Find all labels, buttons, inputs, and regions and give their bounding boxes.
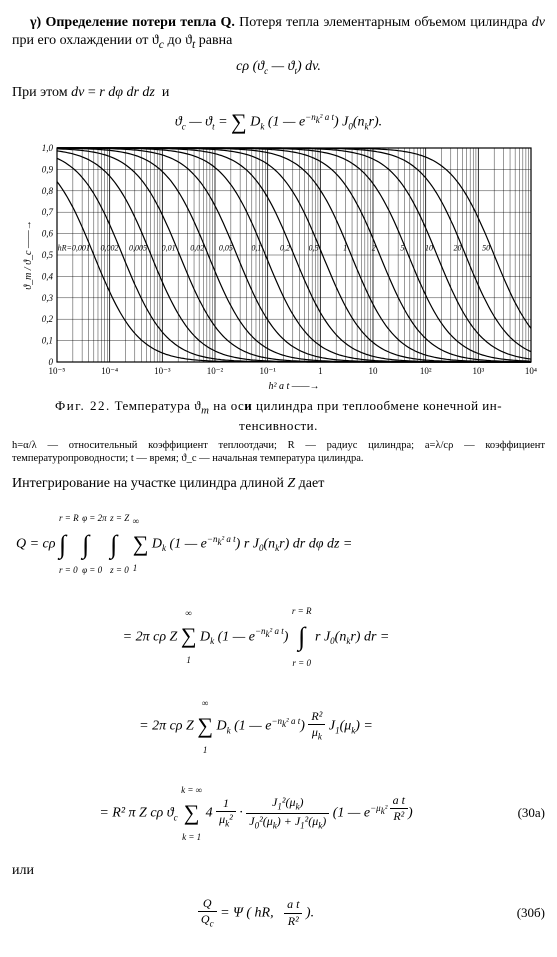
svg-text:h² a t ——→: h² a t ——→ xyxy=(268,381,319,392)
svg-text:10³: 10³ xyxy=(472,366,484,376)
eqnum-30a: (30а) xyxy=(500,805,545,822)
svg-text:1: 1 xyxy=(318,366,323,376)
svg-text:0,3: 0,3 xyxy=(41,293,53,303)
svg-text:hR=0,001: hR=0,001 xyxy=(57,244,89,253)
equation-1: cρ (ϑc — ϑt) dv. xyxy=(12,58,545,77)
eqnum-30b: (30б) xyxy=(500,905,545,922)
svg-text:10⁻¹: 10⁻¹ xyxy=(259,366,276,376)
section-heading-para: γ) Определение потери тепла Q. Потеря те… xyxy=(12,14,545,52)
svg-text:0,1: 0,1 xyxy=(251,244,261,253)
equation-Q-line1: Q = cρ r = R ∫ r = 0 φ = 2π ∫ φ = 0 z = … xyxy=(12,503,545,585)
equation-Q-line2: = 2π cρ Z ∞∑1 Dk (1 — e−nk² a t) r = R∫r… xyxy=(12,596,545,678)
svg-text:10: 10 xyxy=(368,366,378,376)
svg-text:20: 20 xyxy=(453,244,461,253)
svg-text:0,02: 0,02 xyxy=(190,244,204,253)
svg-text:0,1: 0,1 xyxy=(41,336,52,346)
svg-text:ϑ_m / ϑ_c ——→: ϑ_m / ϑ_c ——→ xyxy=(23,221,34,291)
svg-text:10⁻³: 10⁻³ xyxy=(154,366,171,376)
svg-text:10⁴: 10⁴ xyxy=(524,366,536,376)
svg-text:0,5: 0,5 xyxy=(308,244,318,253)
svg-text:0,7: 0,7 xyxy=(41,208,53,218)
svg-text:50: 50 xyxy=(482,244,490,253)
svg-text:0,9: 0,9 xyxy=(41,165,53,175)
svg-text:1,0: 1,0 xyxy=(41,143,53,153)
section-text-2: При этом dv = r dφ dr dz и xyxy=(12,84,545,102)
section-heading: Определение потери тепла Q. xyxy=(45,15,234,30)
svg-text:10²: 10² xyxy=(419,366,431,376)
svg-text:10⁻⁵: 10⁻⁵ xyxy=(48,366,65,376)
figure-number: Фиг. 22. xyxy=(55,398,111,413)
equation-Q-line3: = 2π cρ Z ∞∑1 Dk (1 — e−nk² a t) R²μk J1… xyxy=(12,688,545,765)
integration-text: Интегрирование на участке цилиндра длино… xyxy=(12,475,545,493)
svg-text:0,6: 0,6 xyxy=(41,229,53,239)
section-marker: γ) xyxy=(30,15,41,30)
svg-text:10⁻²: 10⁻² xyxy=(206,366,223,376)
svg-text:0,05: 0,05 xyxy=(218,244,232,253)
svg-text:0,005: 0,005 xyxy=(129,244,147,253)
figure-fine-print: h=α/λ — относительный коэффициент теплоо… xyxy=(12,439,545,465)
or-text: или xyxy=(12,862,545,880)
figure-caption: Фиг. 22. Температура ϑm на оси цилиндра … xyxy=(12,398,545,435)
svg-text:0,01: 0,01 xyxy=(161,244,175,253)
equation-2: ϑc — ϑt = ∑ Dk (1 — e−nk² a t) J0(nkr). xyxy=(12,108,545,137)
svg-text:0,2: 0,2 xyxy=(280,244,290,253)
svg-text:0,002: 0,002 xyxy=(100,244,118,253)
svg-text:1: 1 xyxy=(343,244,347,253)
svg-text:10: 10 xyxy=(424,244,432,253)
svg-text:0,2: 0,2 xyxy=(41,315,53,325)
svg-text:2: 2 xyxy=(371,244,375,253)
svg-text:0,4: 0,4 xyxy=(41,272,53,282)
equation-30b: QQc = Ψ ( hR, a tR² ). (30б) xyxy=(12,890,545,937)
svg-text:10⁻⁴: 10⁻⁴ xyxy=(101,366,118,376)
figure-caption-text: Температура ϑm на оси цилиндра при тепло… xyxy=(115,398,502,433)
svg-text:0,8: 0,8 xyxy=(41,186,53,196)
svg-text:5: 5 xyxy=(400,244,404,253)
svg-text:0,5: 0,5 xyxy=(41,250,53,260)
equation-30a: = R² π Z cρ ϑc k = ∞∑k = 1 4 1μk² · J1²(… xyxy=(12,775,545,852)
figure-22-chart: 00,10,20,30,40,50,60,70,80,91,010⁻⁵10⁻⁴1… xyxy=(19,142,539,392)
